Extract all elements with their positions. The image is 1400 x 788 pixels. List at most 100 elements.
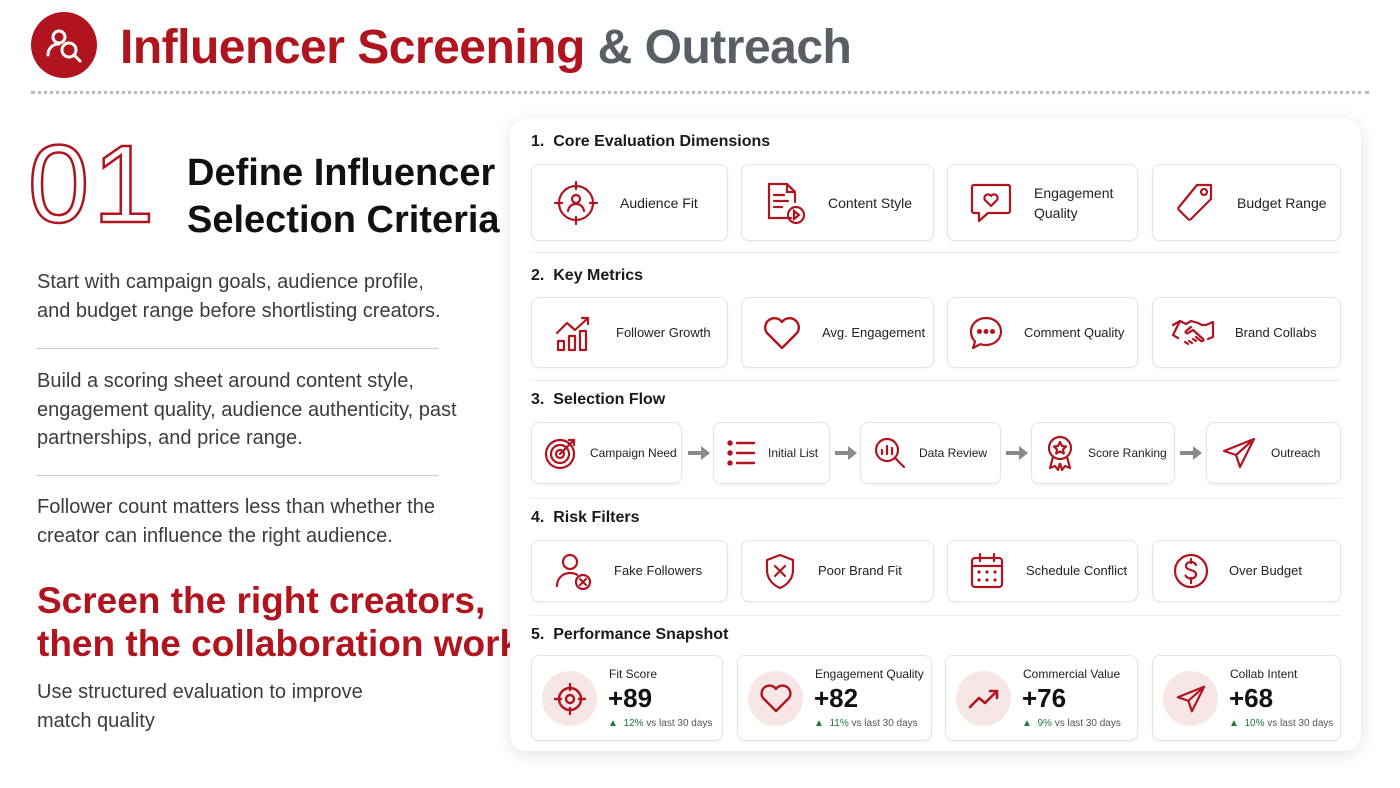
paragraph-scoring: Build a scoring sheet around content sty…: [37, 370, 457, 449]
tagline: Screen the right creators, then the colla…: [37, 579, 541, 665]
magnifier-chart-icon: [861, 436, 919, 470]
award-icon: [1032, 435, 1088, 471]
card-label: Score Ranking: [1088, 446, 1167, 460]
flow-step-initial-list[interactable]: Initial List: [713, 422, 830, 484]
subtext: Use structured evaluation to improve mat…: [37, 681, 363, 732]
card-brand-collabs[interactable]: Brand Collabs: [1152, 297, 1341, 368]
paper-plane-icon: [1207, 436, 1271, 470]
step-number-text: 01: [28, 126, 158, 226]
arrow-right-icon: [1006, 446, 1028, 460]
kpi-trend: ▲ 11% vs last 30 days: [814, 718, 918, 729]
card-budget-range[interactable]: Budget Range: [1152, 164, 1341, 241]
handshake-icon: [1153, 315, 1235, 351]
flow-step-data-review[interactable]: Data Review: [860, 422, 1001, 484]
title-part2: & Outreach: [597, 21, 852, 74]
kpi-card-engagement-quality: Engagement Quality +82 ▲ 11% vs last 30 …: [737, 655, 932, 741]
card-label: Follower Growth: [616, 324, 711, 340]
card-label: Outreach: [1271, 446, 1321, 460]
calendar-icon: [948, 552, 1026, 590]
card-label: Audience Fit: [620, 194, 698, 211]
card-label: Fake Followers: [614, 563, 703, 578]
paragraph-followers: Follower count matters less than whether…: [37, 496, 435, 547]
bullseye-icon: [532, 435, 590, 471]
card-label: Data Review: [919, 446, 988, 460]
card-label: Budget Range: [1237, 194, 1327, 211]
flow-step-outreach[interactable]: Outreach: [1206, 422, 1341, 484]
card-avg-engagement[interactable]: Avg. Engagement: [741, 297, 934, 368]
kpi-value: +68: [1229, 683, 1274, 713]
shield-x-icon: [742, 552, 818, 590]
card-label: Over Budget: [1229, 563, 1302, 578]
flow-step-score-ranking[interactable]: Score Ranking: [1031, 422, 1175, 484]
kpi-card-commercial-value: Commercial Value +76 ▲ 9% vs last 30 day…: [945, 655, 1138, 741]
card-comment-quality[interactable]: Comment Quality: [947, 297, 1138, 368]
divider: [530, 252, 1341, 253]
section-title-risk: 4. Risk Filters: [531, 509, 640, 526]
trend-up-triangle-icon: ▲: [1022, 718, 1032, 729]
card-label: Comment Quality: [1024, 324, 1125, 340]
card-follower-growth[interactable]: Follower Growth: [531, 297, 728, 368]
card-engagement-quality[interactable]: Engagement Quality: [947, 164, 1138, 241]
kpi-trend: ▲ 12% vs last 30 days: [608, 718, 713, 729]
card-label: Engagement Quality: [1034, 184, 1114, 221]
arrow-right-icon: [835, 446, 857, 460]
heading-line1: Define Influencer: [187, 152, 496, 194]
card-over-budget[interactable]: Over Budget: [1152, 540, 1341, 602]
trend-up-triangle-icon: ▲: [608, 718, 618, 729]
trend-up-triangle-icon: ▲: [814, 718, 824, 729]
section-title-performance: 5. Performance Snapshot: [531, 626, 729, 643]
flow-step-campaign-need[interactable]: Campaign Need: [531, 422, 682, 484]
divider: [530, 498, 1341, 499]
divider: [37, 348, 438, 349]
section-title-metrics: 2. Key Metrics: [531, 267, 644, 284]
document-play-icon: [742, 180, 828, 226]
dollar-icon: [1153, 552, 1229, 590]
section-title-flow: 3. Selection Flow: [531, 391, 666, 408]
search-user-icon: [46, 29, 82, 63]
divider: [31, 91, 1369, 94]
page-title: Influencer Screening & Outreach: [120, 20, 852, 75]
card-schedule-conflict[interactable]: Schedule Conflict: [947, 540, 1138, 602]
user-x-icon: [532, 551, 614, 591]
card-label: Content Style: [828, 194, 913, 211]
heart-chat-icon: [948, 181, 1034, 225]
target-user-icon: [532, 180, 620, 226]
comment-icon: [948, 314, 1024, 352]
growth-chart-icon: [532, 313, 616, 353]
kpi-value: +89: [608, 683, 653, 713]
heart-icon: [748, 671, 803, 726]
title-part1: Influencer Screening: [120, 21, 585, 74]
card-fake-followers[interactable]: Fake Followers: [531, 540, 728, 602]
kpi-value: +76: [1022, 683, 1067, 713]
kpi-label: Collab Intent: [1230, 667, 1298, 681]
section-title-core: 1. Core Evaluation Dimensions: [531, 133, 771, 150]
card-label: Campaign Need: [590, 446, 677, 460]
heart-icon: [742, 315, 822, 351]
card-poor-brand-fit[interactable]: Poor Brand Fit: [741, 540, 934, 602]
list-icon: [714, 438, 768, 468]
kpi-card-fit-score: Fit Score +89 ▲ 12% vs last 30 days: [531, 655, 723, 741]
card-label: Poor Brand Fit: [818, 563, 902, 578]
paper-plane-icon: [1163, 671, 1218, 726]
evaluation-panel: 1. Core Evaluation Dimensions Audience F…: [510, 119, 1361, 751]
step-number: 01: [28, 126, 158, 226]
kpi-label: Engagement Quality: [815, 667, 924, 681]
kpi-label: Commercial Value: [1023, 667, 1121, 681]
card-content-style[interactable]: Content Style: [741, 164, 934, 241]
kpi-trend: ▲ 9% vs last 30 days: [1022, 718, 1121, 729]
divider: [530, 380, 1341, 381]
kpi-value: +82: [814, 683, 859, 713]
tagline-line2: then the collaboration works: [37, 623, 541, 664]
card-label: Schedule Conflict: [1026, 563, 1128, 578]
kpi-card-collab-intent: Collab Intent +68 ▲ 10% vs last 30 days: [1152, 655, 1341, 741]
section-heading: Define Influencer Selection Criteria: [187, 150, 500, 244]
heading-line2: Selection Criteria: [187, 199, 500, 241]
card-label: Initial List: [768, 446, 819, 460]
kpi-trend: ▲ 10% vs last 30 days: [1229, 718, 1334, 729]
card-audience-fit[interactable]: Audience Fit: [531, 164, 728, 241]
tagline-line1: Screen the right creators,: [37, 580, 486, 621]
price-tag-icon: [1153, 181, 1237, 225]
kpi-label: Fit Score: [609, 667, 658, 681]
crosshair-icon: [542, 671, 597, 726]
card-label: Avg. Engagement: [822, 324, 926, 340]
